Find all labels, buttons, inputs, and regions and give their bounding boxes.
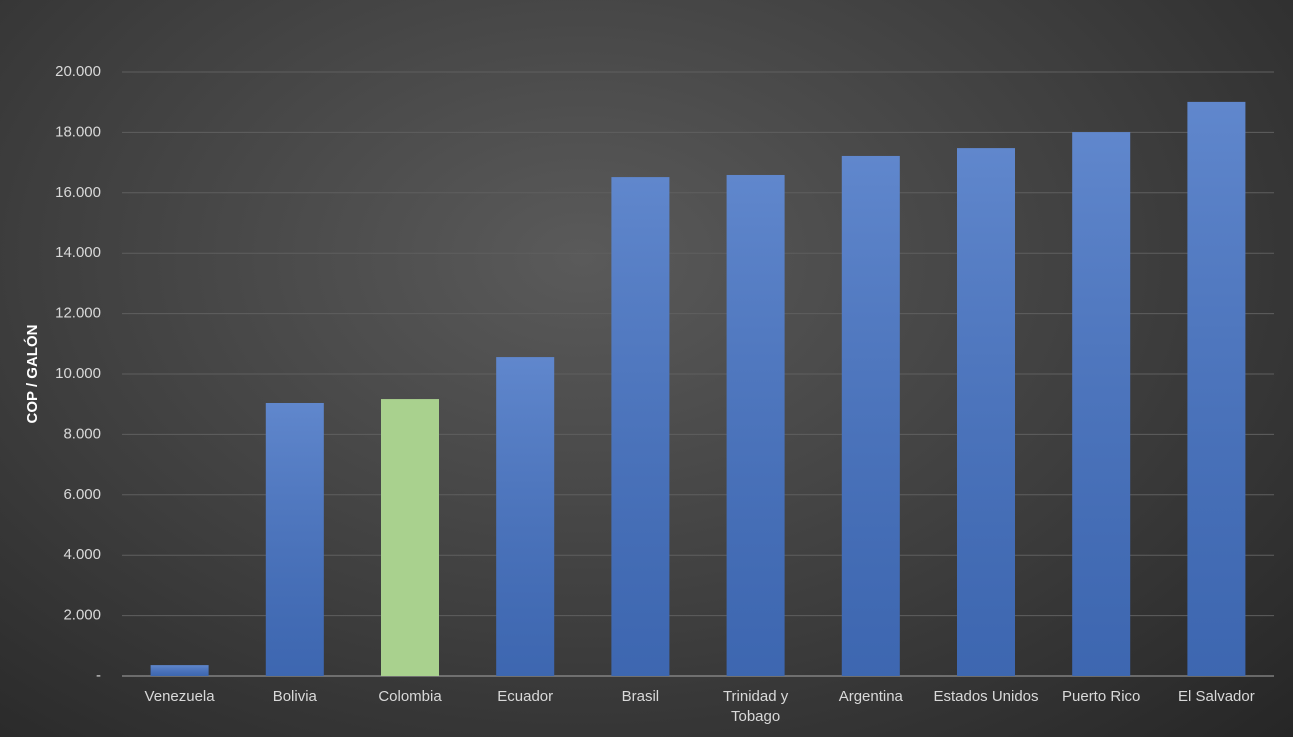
x-tick-label: Colombia <box>378 688 442 705</box>
y-tick-label: 14.000 <box>55 244 101 261</box>
y-tick-label: 2.000 <box>63 607 101 624</box>
bar-shine <box>841 155 900 676</box>
bar <box>381 399 439 676</box>
y-tick-label: 6.000 <box>63 486 101 503</box>
bar-shine <box>611 177 670 676</box>
y-axis-title: COP / GALÓN <box>23 325 41 424</box>
y-tick-label: 12.000 <box>55 305 101 322</box>
x-tick-label: Brasil <box>621 688 660 705</box>
y-tick-label: 20.000 <box>55 63 101 80</box>
bar-shine <box>496 357 555 676</box>
x-tick-label: Estados Unidos <box>933 688 1039 705</box>
x-tick-label: Puerto Rico <box>1062 688 1141 705</box>
bar-shine <box>1072 132 1131 676</box>
bar-shine <box>265 402 324 676</box>
x-tick-label: Argentina <box>838 688 903 705</box>
y-tick-label: 10.000 <box>55 365 101 382</box>
x-tick-label: El Salvador <box>1178 688 1255 705</box>
bar-shine <box>957 148 1015 676</box>
x-tick-label: Ecuador <box>497 688 554 705</box>
y-tick-label: 18.000 <box>55 123 101 140</box>
y-tick-label: 4.000 <box>63 546 101 563</box>
y-tick-label: 8.000 <box>63 425 101 442</box>
x-tick-label: Bolivia <box>272 688 317 705</box>
bar-shine <box>726 174 785 676</box>
y-tick-label: 16.000 <box>55 184 101 201</box>
x-tick-label: Venezuela <box>144 688 215 705</box>
bar-shine <box>150 665 209 676</box>
bar-shine <box>1187 101 1246 676</box>
y-tick-label: - <box>96 667 101 684</box>
x-tick-label: Trinidad y Tobago <box>722 688 789 725</box>
